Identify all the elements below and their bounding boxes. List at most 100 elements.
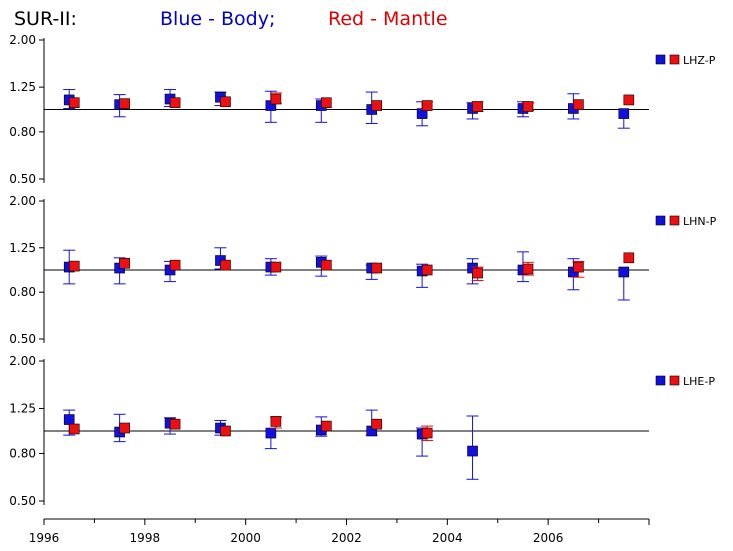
- series-body: [63, 247, 630, 301]
- data-marker: [119, 422, 130, 434]
- data-point: [623, 94, 635, 106]
- data-point: [421, 100, 434, 111]
- data-point: [371, 418, 383, 430]
- chart-panels: 2.00 1.25 0.80 0.50 LHZ-P 2.00 1.25 0.80 0.50 LHN…: [9, 33, 716, 508]
- data-marker: [119, 98, 130, 109]
- data-marker: [371, 100, 383, 111]
- x-axis: 1996 1998 2000 2002 2004 2006: [29, 518, 650, 545]
- data-marker: [467, 445, 478, 457]
- data-point: [220, 96, 231, 108]
- title-body-legend: Blue - Body;: [160, 8, 275, 30]
- data-point: [68, 260, 80, 272]
- data-point: [264, 427, 277, 450]
- data-point: [269, 92, 282, 105]
- data-point: [522, 101, 534, 112]
- data-point: [421, 425, 434, 442]
- data-marker: [421, 100, 433, 111]
- x-tick-label: 1996: [29, 531, 60, 545]
- data-marker: [220, 425, 231, 437]
- data-point: [573, 99, 584, 110]
- data-marker: [522, 263, 534, 275]
- y-tick-label: 2.00: [9, 194, 36, 208]
- y-tick-label: 0.50: [9, 494, 36, 508]
- data-point: [220, 425, 231, 437]
- x-tick-label: 2002: [331, 531, 362, 545]
- series-mantle: [68, 92, 635, 113]
- data-marker: [169, 97, 181, 109]
- data-point: [623, 252, 635, 264]
- data-marker: [573, 261, 584, 273]
- data-point: [522, 261, 534, 276]
- data-marker: [321, 259, 332, 271]
- data-marker: [169, 259, 181, 271]
- data-marker: [371, 262, 383, 274]
- data-marker: [270, 261, 282, 273]
- data-point: [169, 418, 181, 430]
- data-marker: [618, 108, 630, 119]
- data-marker: [472, 101, 483, 112]
- legend-label: LHE-P: [683, 375, 715, 388]
- data-point: [421, 264, 433, 276]
- y-tick-label: 2.00: [9, 33, 36, 47]
- data-marker: [68, 97, 80, 109]
- x-tick-label: 1998: [130, 531, 161, 545]
- data-point: [220, 259, 231, 271]
- data-marker: [421, 264, 433, 276]
- data-marker: [68, 423, 80, 435]
- data-marker: [321, 420, 332, 432]
- x-tick-label: 2006: [533, 531, 564, 545]
- panel-lhe-p: 2.00 1.25 0.80 0.50 LHE-P: [9, 354, 715, 508]
- data-marker: [623, 252, 635, 264]
- y-tick-label: 0.50: [9, 172, 36, 186]
- data-marker: [270, 93, 282, 105]
- x-tick-label: 2004: [432, 531, 463, 545]
- data-point: [371, 262, 383, 274]
- data-point: [617, 266, 630, 301]
- data-marker: [421, 427, 433, 439]
- data-point: [119, 98, 130, 109]
- y-tick-label: 1.25: [9, 401, 36, 415]
- y-tick-label: 1.25: [9, 241, 36, 255]
- data-point: [119, 257, 130, 269]
- data-point: [68, 423, 80, 435]
- data-marker: [220, 96, 231, 108]
- data-marker: [618, 266, 630, 278]
- series-mantle: [68, 416, 434, 442]
- data-point: [466, 415, 479, 480]
- data-marker: [573, 99, 584, 110]
- title-mantle-legend: Red - Mantle: [328, 8, 448, 30]
- data-point: [169, 97, 181, 109]
- data-point: [572, 260, 585, 278]
- series-mantle: [68, 252, 635, 281]
- data-point: [371, 100, 383, 111]
- panel-lhz-p: 2.00 1.25 0.80 0.50 LHZ-P: [9, 33, 715, 186]
- y-tick-label: 0.80: [9, 447, 36, 461]
- data-marker: [371, 418, 383, 430]
- data-point: [270, 261, 282, 273]
- data-marker: [522, 101, 534, 112]
- title-station: SUR-II:: [14, 8, 77, 30]
- data-point: [321, 420, 332, 432]
- y-tick-label: 2.00: [9, 354, 36, 368]
- x-tick-label: 2000: [230, 531, 261, 545]
- data-marker: [68, 260, 80, 272]
- data-marker: [63, 414, 75, 425]
- legend-label: LHZ-P: [683, 54, 716, 67]
- data-marker: [270, 416, 282, 427]
- data-point: [269, 416, 282, 429]
- data-point: [471, 101, 484, 113]
- data-point: [169, 259, 181, 271]
- legend-mantle-swatch: [669, 375, 680, 386]
- data-point: [321, 97, 332, 109]
- data-point: [321, 259, 332, 271]
- data-point: [119, 422, 130, 434]
- data-marker: [623, 94, 635, 106]
- y-tick-label: 1.25: [9, 80, 36, 94]
- data-point: [471, 266, 484, 281]
- data-marker: [321, 97, 332, 109]
- y-tick-label: 0.80: [9, 125, 36, 139]
- legend-mantle-swatch: [669, 215, 680, 226]
- data-marker: [119, 257, 130, 269]
- legend-mantle-swatch: [669, 54, 680, 65]
